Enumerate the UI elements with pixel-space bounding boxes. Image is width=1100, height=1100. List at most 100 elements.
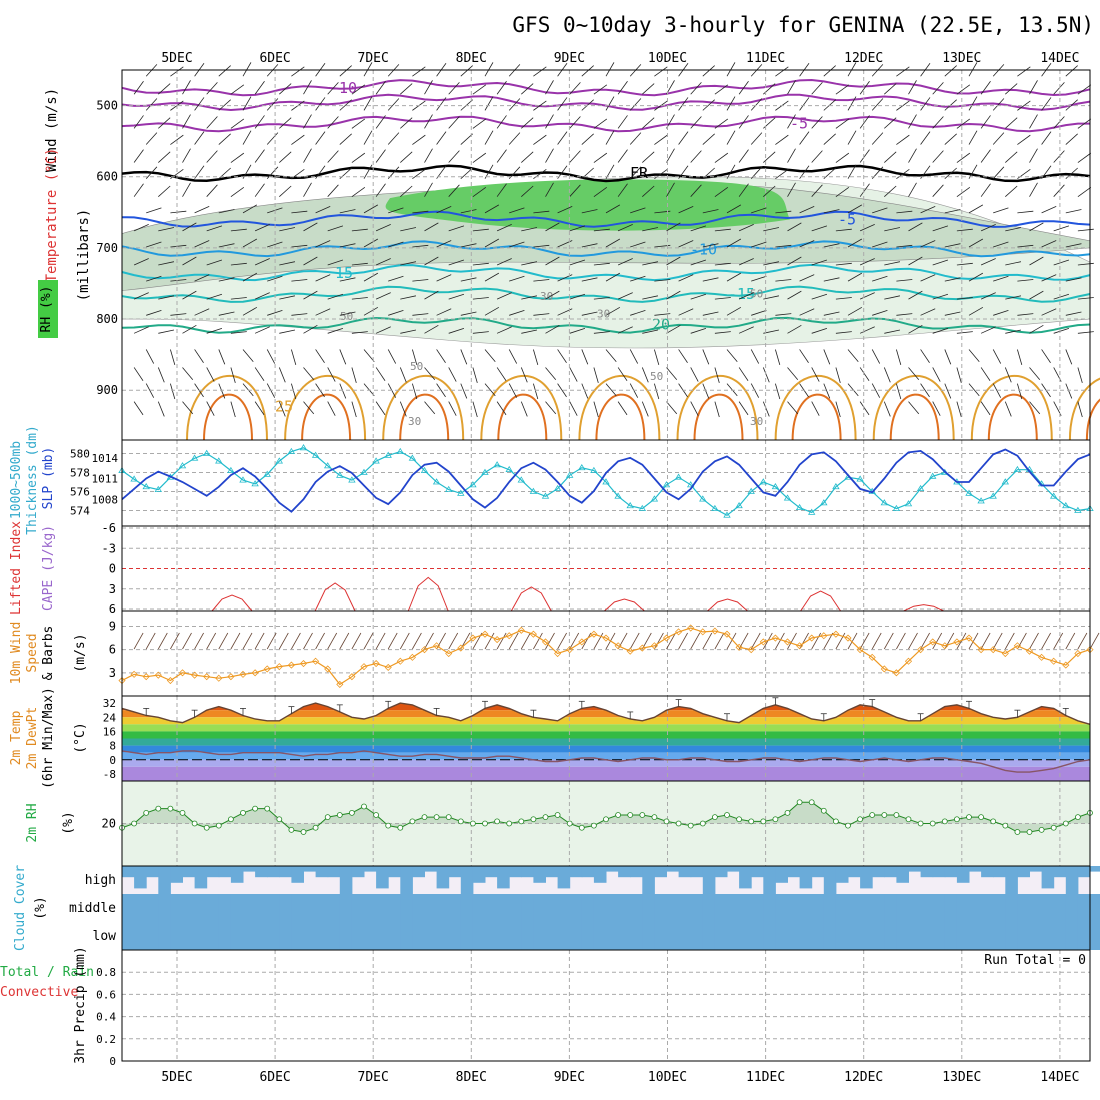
temp-contour-label: 15	[335, 264, 353, 282]
cloud-midlow-bar	[993, 894, 1006, 950]
wind-speed-line-point	[917, 646, 925, 654]
cloud-high-bar	[969, 866, 982, 872]
wind-barb	[1041, 205, 1057, 214]
precip-tick: 0.2	[96, 1033, 116, 1046]
wind-barb	[557, 97, 568, 111]
wind-barb	[872, 275, 888, 282]
wind-speed-line-point	[227, 673, 235, 681]
wind-barb	[859, 292, 875, 300]
wind-barb	[944, 277, 961, 282]
wind-barb	[303, 324, 318, 334]
rh-line-point	[554, 812, 561, 818]
wind-barb	[1005, 117, 1018, 129]
wind-barb	[884, 83, 897, 95]
ylabel-rh: RH (%)	[39, 286, 54, 333]
temp-tick: 32	[103, 697, 116, 710]
wind-barb	[254, 258, 270, 266]
temp-band	[122, 766, 1090, 781]
wind-barb	[351, 152, 366, 163]
wind-barb	[920, 349, 930, 363]
wind-barb	[702, 311, 719, 316]
temp-contour-label: 20	[652, 316, 670, 334]
wind-barb	[666, 401, 678, 415]
date-label-top: 13DEC	[942, 51, 981, 66]
wind-barb	[279, 185, 292, 197]
thickness-line-point	[638, 504, 647, 512]
date-label-top: 7DEC	[358, 51, 389, 66]
wind-barb	[315, 205, 331, 214]
wind-barb	[339, 133, 352, 145]
wind-speed-line-point	[505, 632, 513, 640]
wind-barb	[267, 275, 283, 282]
thickness-line-point	[372, 457, 380, 464]
cloud-high-bar	[884, 866, 897, 878]
wind-barb	[339, 349, 347, 365]
wind-barb	[1065, 383, 1073, 399]
wind-barb	[545, 324, 560, 334]
wind-barb-10m	[1029, 632, 1039, 650]
wind-barb	[145, 349, 155, 364]
cloud-high-bar	[811, 866, 825, 878]
wind-barb	[932, 82, 944, 95]
wind-barb-10m	[303, 632, 313, 650]
date-label-bottom: 13DEC	[942, 1070, 981, 1085]
wind-barb	[533, 349, 539, 365]
cloud-midlow-bar	[727, 894, 740, 950]
cloud-midlow-bar	[618, 894, 631, 950]
wind-barb	[412, 279, 429, 282]
temp-contour-25	[578, 374, 661, 441]
wind-barb	[1029, 182, 1038, 197]
wind-barb	[1029, 222, 1044, 232]
cloud-midlow-bar	[412, 894, 425, 950]
cloud-high-bar	[134, 866, 147, 889]
date-label-top: 5DEC	[161, 51, 192, 66]
wind-barb-10m	[133, 632, 144, 650]
cloud-high-bar	[896, 866, 909, 883]
wind-barb-10m	[375, 632, 386, 650]
wind-barb	[448, 327, 465, 334]
wind-barb	[133, 223, 149, 232]
wind-barb	[1065, 349, 1073, 365]
thickness-line-point	[481, 468, 489, 475]
thickness-line-point	[662, 481, 671, 488]
wind-barb	[218, 311, 235, 316]
thickness-line-point	[590, 466, 598, 474]
wind-barb	[448, 367, 457, 382]
wind-barb	[206, 401, 215, 416]
cloud-high-bar	[944, 866, 958, 878]
date-label-bottom: 12DEC	[844, 1070, 883, 1085]
wind-barb	[641, 401, 649, 417]
wind-speed-line-point	[662, 634, 671, 642]
thickness-line-point	[529, 487, 538, 494]
wind-barb	[1017, 66, 1031, 77]
rh-contour-label: 30	[408, 415, 421, 428]
li-tick: -3	[102, 541, 116, 555]
wind-barb	[182, 182, 191, 197]
cloud-high-bar	[255, 866, 268, 878]
wind-speed-line-point	[178, 669, 187, 677]
wind-barb	[218, 277, 235, 282]
wind-barb-10m	[593, 632, 604, 650]
rh-line-point	[143, 809, 150, 816]
wind-barb	[484, 238, 500, 248]
ylabel-cloud: Cloud Cover	[13, 865, 28, 951]
wind-barb	[654, 134, 668, 145]
wind-barb	[545, 114, 554, 129]
wind-barb	[303, 114, 312, 129]
wind-barb	[254, 367, 265, 381]
rh-line-point	[264, 805, 271, 812]
wind-barb	[908, 182, 917, 197]
cloud-high-bar	[702, 866, 716, 894]
wind-barb	[750, 132, 763, 145]
wind-barb-10m	[339, 632, 350, 650]
cloud-high-bar	[678, 866, 692, 878]
temp-tick: 24	[103, 711, 117, 724]
rh-contour-label: 50	[750, 288, 763, 301]
wind-barb-10m	[206, 632, 217, 650]
wind-barb	[242, 272, 258, 282]
wind-speed-line-point	[251, 669, 259, 677]
wind-barb	[1065, 99, 1078, 111]
wind-barb	[412, 134, 426, 145]
wind-barb	[726, 96, 736, 111]
slp-tick: 1011	[92, 473, 119, 486]
